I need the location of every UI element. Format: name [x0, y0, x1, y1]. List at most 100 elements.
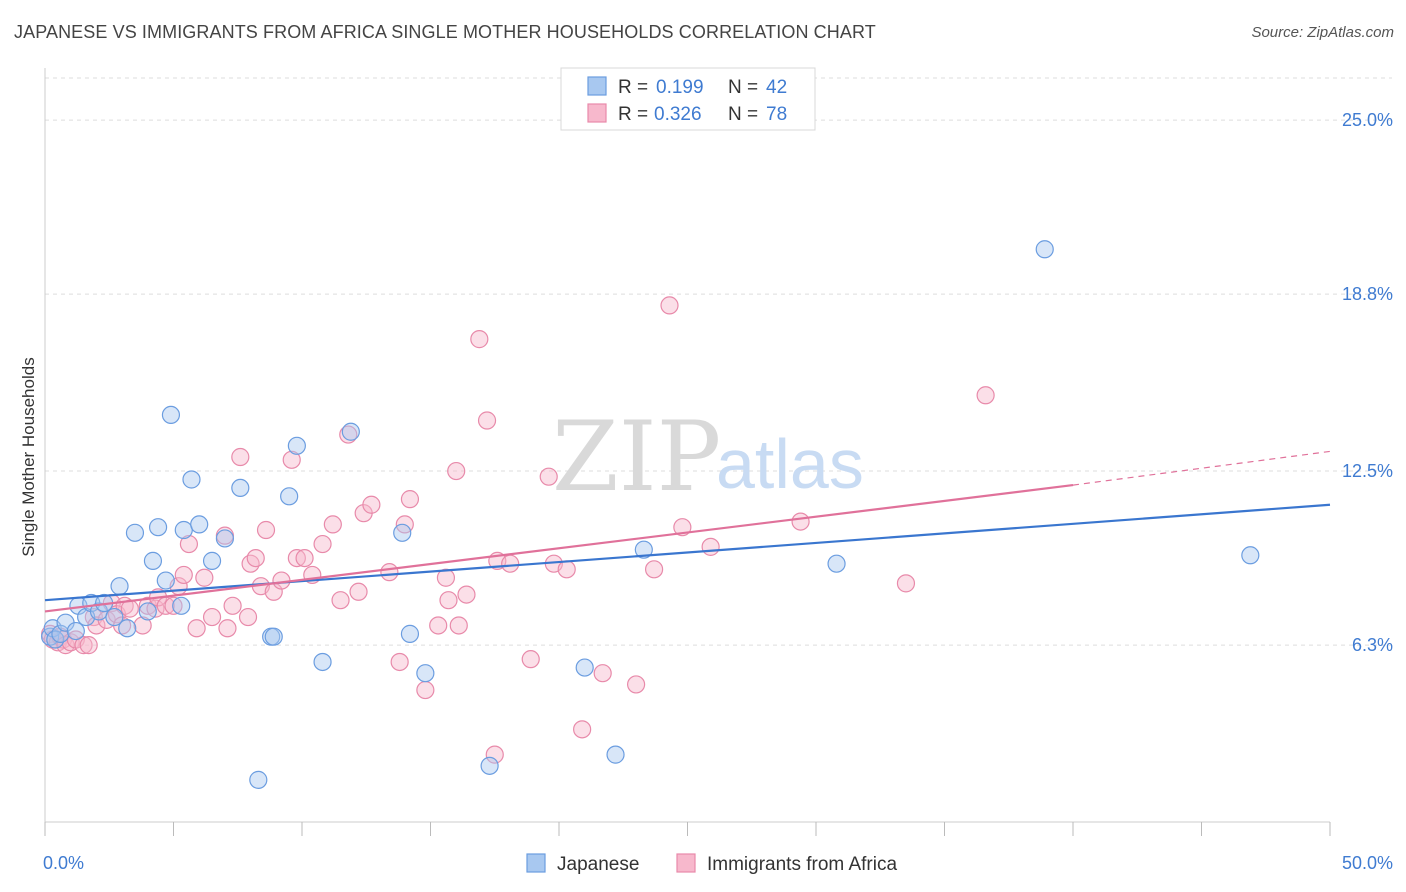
- japanese-point-13: [118, 619, 137, 638]
- y-axis-title: Single Mother Households: [19, 357, 38, 556]
- legend-swatch-africa: [587, 103, 607, 123]
- africa-point-38: [256, 520, 276, 540]
- y-tick-labels: 6.3% 12.5% 18.8% 25.0%: [1342, 110, 1393, 655]
- africa-point-49: [349, 582, 368, 601]
- japanese-point-29: [264, 627, 283, 646]
- legend-r-label-japanese: R =: [618, 77, 648, 98]
- japanese-point-27: [249, 770, 268, 789]
- africa-point-31: [218, 619, 237, 638]
- bottom-legend: Japanese Immigrants from Africa: [526, 853, 897, 875]
- africa-point-62: [457, 585, 476, 604]
- japanese-point-16: [143, 551, 163, 570]
- africa-point-81: [976, 386, 995, 405]
- africa-point-18: [133, 616, 152, 635]
- africa-point-32: [223, 596, 242, 615]
- bottom-legend-africa: Immigrants from Africa: [707, 854, 897, 875]
- bottom-legend-swatch-africa: [676, 853, 696, 873]
- africa-point-67: [501, 554, 520, 573]
- africa-point-60: [447, 461, 466, 481]
- axes: [44, 68, 1331, 836]
- africa-point-42: [287, 548, 306, 568]
- africa-point-69: [539, 467, 558, 486]
- africa-point-53: [390, 652, 409, 672]
- series-immigrants-from-africa: [41, 296, 995, 764]
- japanese-point-5: [66, 621, 85, 641]
- africa-point-78: [701, 537, 720, 556]
- africa-point-45: [313, 534, 332, 554]
- japanese-point-24: [202, 551, 222, 570]
- africa-point-55: [400, 490, 420, 509]
- africa-point-65: [485, 745, 504, 764]
- africa-point-33: [231, 447, 250, 467]
- y-tick-label-1: 12.5%: [1342, 461, 1393, 481]
- japanese-point-38: [575, 658, 594, 677]
- japanese-point-11: [105, 607, 124, 627]
- trend-lines: [44, 450, 1331, 613]
- trend-line-africa-extension: [1072, 450, 1331, 486]
- africa-point-34: [238, 607, 258, 627]
- japanese-point-15: [138, 602, 157, 621]
- africa-point-64: [477, 411, 497, 430]
- japanese-point-26: [231, 478, 250, 498]
- africa-point-80: [896, 574, 916, 593]
- watermark-atlas: atlas: [716, 425, 864, 503]
- africa-point-26: [179, 534, 199, 554]
- japanese-point-33: [341, 422, 360, 441]
- trend-line-africa: [44, 484, 1074, 613]
- africa-point-63: [470, 330, 489, 349]
- japanese-point-34: [393, 523, 412, 542]
- bottom-legend-japanese: Japanese: [557, 854, 639, 875]
- africa-point-59: [439, 591, 458, 610]
- japanese-point-43: [1241, 546, 1260, 565]
- chart-title: JAPANESE VS IMMIGRANTS FROM AFRICA SINGL…: [14, 22, 876, 42]
- africa-point-48: [339, 425, 358, 444]
- japanese-point-3: [51, 624, 70, 643]
- africa-point-5: [56, 636, 75, 655]
- japanese-point-2: [46, 630, 65, 649]
- africa-point-68: [521, 650, 540, 669]
- bottom-legend-swatch-japanese: [526, 853, 546, 873]
- africa-point-41: [282, 450, 301, 469]
- africa-point-28: [195, 568, 214, 587]
- africa-point-52: [380, 563, 399, 582]
- africa-point-57: [429, 616, 448, 635]
- africa-point-56: [416, 680, 435, 700]
- africa-point-73: [593, 664, 612, 683]
- x-tick-label-max: 50.0%: [1342, 853, 1393, 873]
- japanese-point-21: [174, 520, 193, 540]
- legend-n-value-japanese: 42: [766, 77, 787, 98]
- legend-n-value-africa: 78: [766, 104, 787, 125]
- japanese-point-37: [480, 756, 499, 775]
- africa-point-23: [164, 596, 183, 615]
- y-tick-label-0: 6.3%: [1352, 635, 1393, 655]
- africa-point-61: [449, 616, 468, 635]
- japanese-point-12: [110, 577, 129, 596]
- africa-point-71: [557, 560, 576, 579]
- japanese-point-40: [634, 540, 653, 559]
- legend: R = 0.199 N = 42 R = 0.326 N = 78: [560, 67, 816, 131]
- africa-point-25: [174, 565, 193, 585]
- africa-point-27: [187, 619, 206, 638]
- africa-point-35: [241, 554, 260, 573]
- japanese-point-23: [190, 515, 209, 534]
- watermark: ZIP atlas: [552, 401, 864, 513]
- japanese-point-17: [148, 518, 168, 537]
- africa-point-74: [626, 675, 646, 694]
- japanese-point-31: [287, 436, 306, 455]
- legend-r-label-africa: R =: [618, 104, 648, 125]
- japanese-point-19: [161, 405, 181, 425]
- series-japanese: [41, 240, 1260, 789]
- africa-point-76: [660, 296, 679, 315]
- japanese-point-25: [215, 529, 234, 548]
- africa-point-46: [323, 515, 342, 534]
- africa-point-75: [644, 560, 664, 579]
- japanese-point-30: [280, 487, 299, 506]
- legend-swatch-japanese: [587, 76, 607, 96]
- y-tick-label-3: 25.0%: [1342, 110, 1393, 130]
- legend-n-label-japanese: N =: [728, 77, 758, 98]
- japanese-point-14: [125, 523, 145, 542]
- africa-point-43: [295, 548, 314, 568]
- watermark-zip: ZIP: [552, 401, 721, 513]
- source-label: Source: ZipAtlas.com: [1251, 24, 1394, 41]
